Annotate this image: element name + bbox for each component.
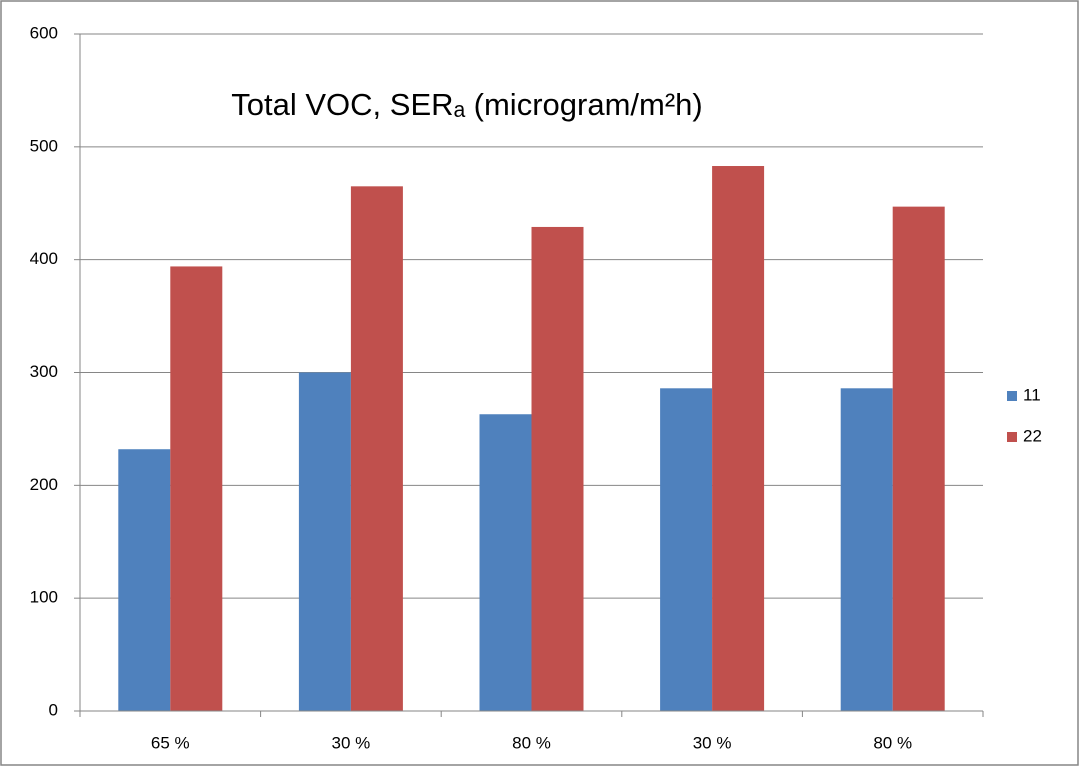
y-tick-label: 200 <box>30 475 58 494</box>
legend-label: 11 <box>1023 385 1041 404</box>
bar <box>712 166 765 711</box>
y-tick-label: 100 <box>30 588 58 607</box>
y-tick-label: 300 <box>30 362 58 381</box>
bar <box>298 372 351 711</box>
legend-label: 22 <box>1023 426 1042 445</box>
y-tick-label: 0 <box>49 700 58 719</box>
bar <box>840 388 893 711</box>
bar <box>660 388 713 711</box>
bar <box>350 186 403 711</box>
x-tick-label: 30 % <box>332 733 371 752</box>
x-tick-label: 30 % <box>693 733 732 752</box>
x-tick-label: 65 % <box>151 733 190 752</box>
bar <box>892 206 945 711</box>
bar <box>531 226 584 711</box>
y-tick-label: 500 <box>30 136 58 155</box>
bar <box>170 266 223 711</box>
bar <box>479 414 532 711</box>
y-tick-label: 400 <box>30 249 58 268</box>
legend-swatch <box>1007 391 1017 401</box>
x-tick-label: 80 % <box>512 733 551 752</box>
bar <box>118 449 171 711</box>
x-tick-label: 80 % <box>873 733 912 752</box>
legend-swatch <box>1007 432 1017 442</box>
chart-title: Total VOC, SERₐ (microgram/m²h) <box>231 87 702 122</box>
y-tick-label: 600 <box>30 23 58 42</box>
